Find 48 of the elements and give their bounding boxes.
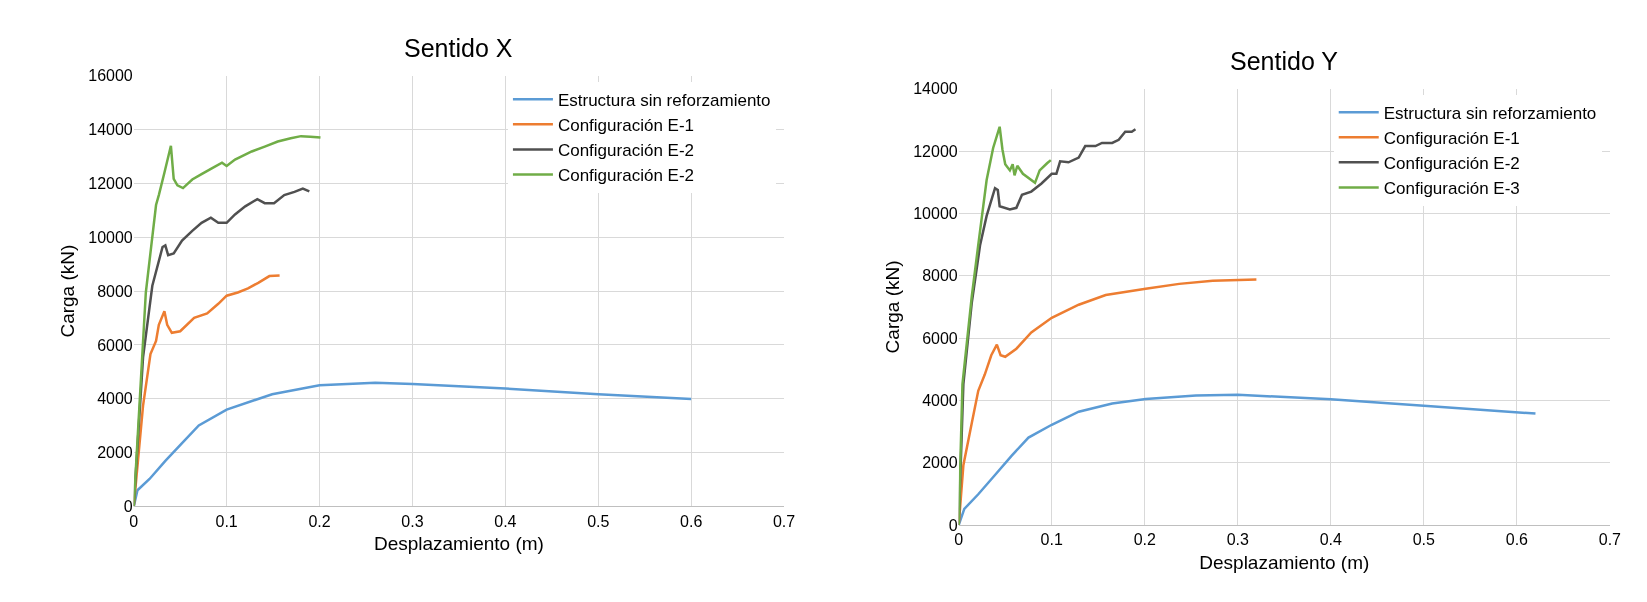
y-tick-label: 0 xyxy=(123,498,133,516)
legend-label: Estructura sin reforzamiento xyxy=(557,90,771,110)
legend-label: Configuración E-2 xyxy=(557,166,695,186)
y-tick-label: 2000 xyxy=(97,444,133,462)
y-axis-title: Carga (kN) xyxy=(57,244,79,338)
x-tick-label: 0.1 xyxy=(215,512,238,530)
line-series xyxy=(958,393,1537,526)
y-tick-label: 12000 xyxy=(88,175,133,193)
y-tick-label: 10000 xyxy=(88,228,133,246)
x-axis-title: Desplazamiento (m) xyxy=(373,533,544,555)
y-tick-label: 10000 xyxy=(913,205,958,223)
y-tick-label: 2000 xyxy=(922,454,958,472)
line-series xyxy=(133,134,322,507)
x-tick-label: 0.6 xyxy=(680,512,703,530)
legend-label: Estructura sin reforzamiento xyxy=(1383,103,1597,123)
chart-title: Sentido X xyxy=(404,34,513,62)
y-tick-label: 8000 xyxy=(97,282,133,300)
legend-label: Configuración E-1 xyxy=(557,115,695,135)
y-tick-label: 6000 xyxy=(922,329,958,347)
y-tick-label: 4000 xyxy=(97,390,133,408)
x-tick-label: 0.2 xyxy=(308,512,331,530)
legend-label: Configuración E-2 xyxy=(1383,153,1520,173)
x-tick-label: 0.3 xyxy=(1226,531,1250,549)
x-tick-label: 0.4 xyxy=(494,512,517,530)
x-tick-label: 0.7 xyxy=(1598,531,1622,549)
line-series xyxy=(958,125,1053,526)
x-tick-label: 0.2 xyxy=(1133,531,1156,549)
x-tick-label: 0.7 xyxy=(772,512,796,530)
x-tick-label: 0.1 xyxy=(1040,531,1063,549)
x-tick-label: 0.5 xyxy=(1412,531,1436,549)
x-axis-title: Desplazamiento (m) xyxy=(1199,552,1370,574)
x-tick-label: 0.3 xyxy=(401,512,424,530)
y-tick-label: 14000 xyxy=(913,80,958,98)
y-tick-label: 12000 xyxy=(913,142,958,160)
y-tick-label: 8000 xyxy=(922,267,958,285)
legend-label: Configuración E-3 xyxy=(1383,179,1520,199)
chart-title: Sentido Y xyxy=(1230,47,1339,75)
y-tick-label: 6000 xyxy=(97,336,133,354)
x-tick-label: 0.6 xyxy=(1505,531,1529,549)
y-tick-label: 4000 xyxy=(922,392,958,410)
line-series xyxy=(133,381,693,507)
y-tick-label: 14000 xyxy=(88,121,133,139)
legend-label: Configuración E-1 xyxy=(1383,128,1520,148)
y-axis-title: Carga (kN) xyxy=(882,260,904,354)
y-tick-label: 16000 xyxy=(88,67,133,85)
x-tick-label: 0.5 xyxy=(587,512,610,530)
legend-label: Configuración E-2 xyxy=(557,141,695,161)
x-tick-label: 0.4 xyxy=(1319,531,1343,549)
